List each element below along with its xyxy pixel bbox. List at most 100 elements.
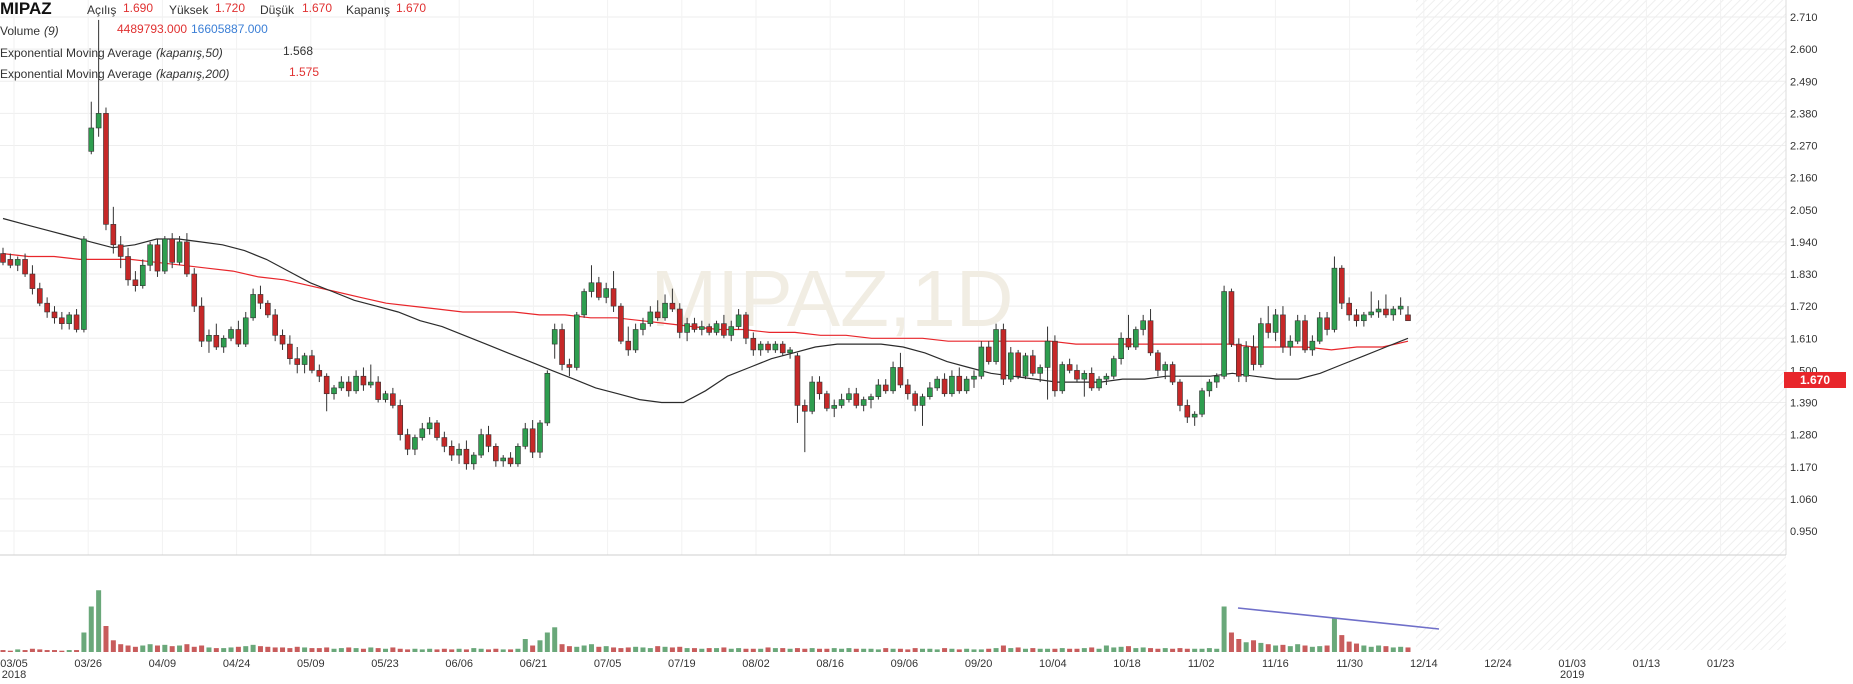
- y-tick-label: 1.720: [1790, 301, 1818, 313]
- candle-body: [1375, 308, 1382, 313]
- y-tick-label: 2.380: [1790, 108, 1818, 120]
- volume-bar: [1309, 646, 1315, 652]
- x-tick-label: 07/05: [594, 658, 622, 670]
- candle-body: [441, 437, 448, 447]
- volume-bar: [1376, 645, 1382, 652]
- volume-param: (9): [44, 24, 59, 38]
- high-label: Yüksek: [169, 3, 209, 17]
- volume-bar: [405, 649, 411, 652]
- candle-body: [412, 437, 418, 450]
- volume-bar: [390, 647, 396, 652]
- low-label: Düşük: [260, 3, 295, 17]
- candle-body: [1162, 364, 1169, 371]
- candle-body: [654, 311, 661, 319]
- volume-bar: [427, 648, 433, 652]
- volume-bar: [37, 649, 43, 652]
- volume-bar: [1273, 645, 1279, 652]
- candle-body: [787, 349, 793, 354]
- candle-body: [1316, 317, 1323, 342]
- volume-bar: [780, 648, 786, 652]
- volume-bar: [1059, 648, 1065, 652]
- candle-body: [515, 446, 521, 465]
- volume-bar: [986, 648, 992, 652]
- candle-body: [139, 264, 146, 286]
- volume-bar: [199, 645, 205, 652]
- candle-body: [316, 370, 323, 377]
- volume-bar: [522, 639, 528, 652]
- candle-body: [1088, 372, 1095, 389]
- high-value: 1.720: [215, 1, 246, 15]
- candle-body: [750, 337, 757, 351]
- candle-body: [544, 372, 551, 424]
- symbol-name: MIPAZ: [0, 0, 52, 18]
- volume-bar: [243, 646, 249, 652]
- ema50-value: 1.568: [283, 44, 314, 58]
- candle-body: [537, 422, 543, 453]
- candle-body: [610, 288, 617, 307]
- candle-body: [1250, 346, 1257, 365]
- candle-body: [566, 364, 573, 368]
- candle-body: [36, 288, 43, 304]
- price-axis[interactable]: 2.710 2.600 2.490 2.380 2.270 2.160 2.050 1.940…: [1785, 0, 1818, 555]
- candle-body: [603, 288, 609, 298]
- x-tick-label: 03/05: [0, 658, 28, 670]
- volume-bar: [1295, 644, 1301, 652]
- volume-bar: [1346, 641, 1352, 652]
- volume-bar: [552, 627, 558, 652]
- volume-bar: [691, 648, 697, 652]
- volume-bar: [154, 645, 160, 652]
- candle-body: [912, 393, 918, 406]
- candle-body: [875, 384, 882, 397]
- volume-bar: [1177, 648, 1183, 652]
- candle-body: [1294, 320, 1301, 342]
- y-tick-label: 2.710: [1790, 12, 1818, 24]
- volume-bar: [441, 648, 447, 652]
- candle-body: [132, 279, 139, 286]
- candle-body: [1007, 352, 1014, 380]
- candle-body: [640, 323, 646, 330]
- candle-body: [154, 244, 161, 272]
- volume-bar: [360, 648, 366, 652]
- candle-body: [824, 393, 830, 409]
- y-tick-label: 1.060: [1790, 494, 1818, 506]
- volume-bar: [132, 646, 138, 652]
- candle-body: [0, 253, 6, 263]
- candle-body: [1177, 381, 1183, 406]
- candle-body: [44, 302, 50, 313]
- volume-bar: [831, 648, 837, 652]
- last-price-badge: 1.670: [1784, 372, 1846, 388]
- volume-bar: [118, 644, 124, 652]
- volume-bar: [235, 646, 241, 652]
- volume-bar: [618, 648, 624, 652]
- x-tick-label: 05/09: [297, 658, 325, 670]
- volume-bar: [1022, 648, 1028, 652]
- x-tick-label: 11/16: [1262, 658, 1289, 670]
- candle-body: [265, 302, 271, 316]
- candle-body: [699, 326, 705, 330]
- x-tick-label: 08/16: [816, 658, 844, 670]
- volume-bar: [1214, 648, 1220, 652]
- volume-bar: [596, 646, 602, 652]
- volume-bar: [581, 645, 587, 652]
- volume-bar: [294, 646, 300, 652]
- candle-body: [22, 259, 28, 275]
- volume-bar: [1052, 648, 1058, 652]
- candle-body: [757, 343, 764, 351]
- candle-body: [14, 259, 21, 266]
- candle-body: [831, 405, 838, 409]
- volume-bar: [1096, 648, 1102, 652]
- candle-body: [287, 343, 293, 359]
- x-tick-year: 2019: [1560, 669, 1584, 679]
- volume-bar: [897, 648, 903, 652]
- volume-bar: [861, 648, 867, 652]
- candle-body: [772, 343, 779, 351]
- candle-body: [345, 381, 352, 392]
- volume-bar: [1287, 646, 1293, 652]
- volume-bar: [1199, 648, 1205, 652]
- x-tick-year: 2018: [2, 669, 26, 679]
- ema200-value: 1.575: [289, 65, 320, 79]
- volume-bar: [1184, 648, 1190, 652]
